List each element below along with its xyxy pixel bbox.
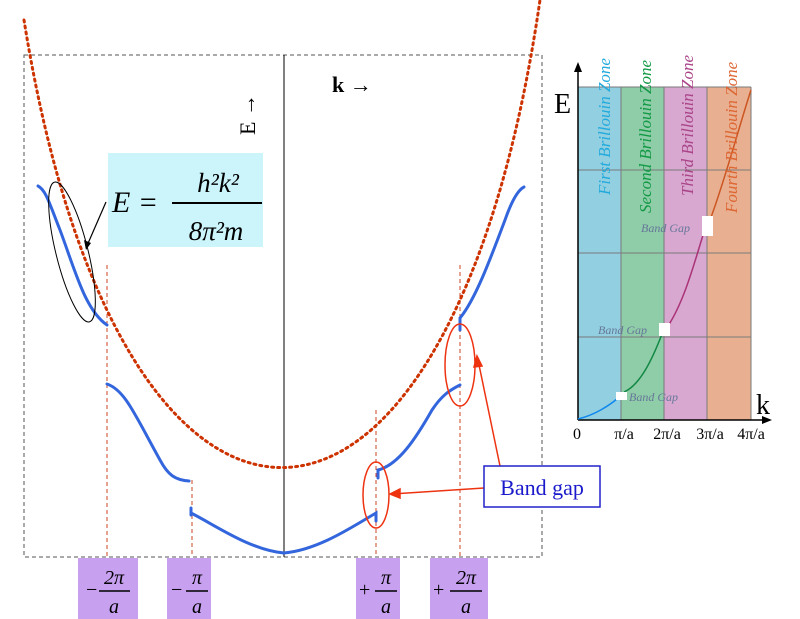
inset-gap-label-3: Band Gap (641, 221, 690, 235)
k-tick-labels: − 2π a − π a + π a + 2π a (78, 558, 488, 619)
inset-gap-label-1: Band Gap (629, 390, 678, 404)
band-segment-1-left (191, 513, 284, 553)
energy-axis-label: E → (235, 94, 260, 135)
inset-y-arrowhead (574, 62, 582, 72)
band-segment-3-right (460, 187, 524, 330)
svg-text:a: a (109, 596, 119, 618)
formula-numerator: h²k² (197, 168, 240, 198)
svg-text:a: a (381, 596, 391, 618)
svg-text:−: − (86, 579, 97, 601)
svg-text:π: π (381, 567, 392, 589)
plot-frame (24, 55, 542, 557)
svg-text:π: π (192, 567, 203, 589)
svg-text:−: − (171, 579, 182, 601)
inset-tick-3: 3π/a (696, 426, 724, 443)
svg-text:+: + (433, 579, 444, 601)
tick-minus-2pi-over-a: − 2π a (78, 558, 138, 619)
inset-tick-4: 4π/a (737, 426, 765, 443)
inset-tick-1: π/a (614, 426, 634, 443)
formula-pointer-arrow (86, 202, 106, 248)
svg-text:2π: 2π (104, 567, 125, 589)
formula-lhs: E = (111, 186, 158, 219)
tick-minus-pi-over-a: − π a (167, 558, 211, 619)
svg-text:+: + (359, 579, 370, 601)
inset-gap-marker-3 (702, 216, 713, 236)
band-gap-label: Band gap (500, 475, 584, 500)
inset-gap-label-2: Band Gap (598, 323, 647, 337)
inset-gap-marker-1 (616, 392, 627, 400)
formula-denominator: 8π²m (189, 216, 244, 246)
inset-tick-2: 2π/a (653, 426, 681, 443)
formula-highlight-ellipse (39, 178, 105, 325)
band-segment-2-left (107, 384, 189, 481)
brillouin-zone-inset: Band Gap Band Gap Band Gap First Brillou… (554, 54, 772, 443)
zone-1-label: First Brillouin Zone (595, 58, 614, 196)
tick-plus-pi-over-a: + π a (356, 558, 400, 619)
inset-x-label: k (756, 390, 770, 421)
inset-y-label: E (554, 89, 571, 120)
tick-plus-2pi-over-a: + 2π a (430, 558, 488, 619)
inset-tick-0: 0 (573, 426, 581, 443)
zone-2-label: Second Brillouin Zone (636, 60, 655, 213)
svg-text:a: a (192, 596, 202, 618)
zone-3-label: Third Brillouin Zone (678, 54, 697, 196)
k-axis-label: k → (332, 72, 372, 97)
free-electron-parabola (24, 0, 540, 468)
band-segment-1-right (284, 513, 376, 553)
zone-4-label: Fourth Brillouin Zone (722, 61, 741, 214)
svg-text:2π: 2π (456, 567, 477, 589)
svg-text:a: a (461, 596, 471, 618)
inset-gap-marker-2 (659, 323, 670, 336)
band-segment-2-right (378, 385, 460, 478)
